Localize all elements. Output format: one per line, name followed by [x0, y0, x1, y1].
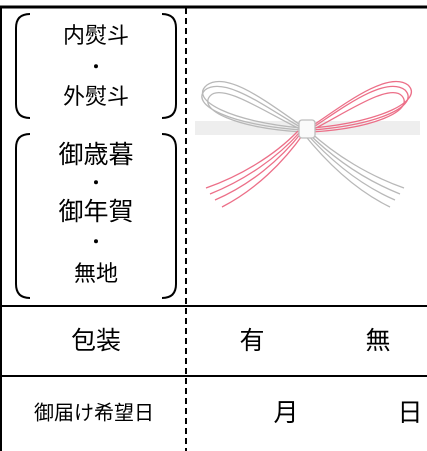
row-label: 御届け希望日 — [34, 401, 154, 425]
noshi-option: 御歳暮 — [58, 140, 133, 169]
separator: ・ — [88, 58, 104, 77]
noshi-option: 無地 — [74, 262, 118, 287]
option: 無 — [365, 326, 390, 355]
separator: ・ — [88, 174, 104, 193]
row-label: 包装 — [71, 326, 121, 355]
mizuhiki-image — [195, 80, 420, 208]
option: 有 — [239, 326, 264, 355]
noshi-option: 内熨斗 — [63, 24, 129, 49]
noshi-option: 御年賀 — [58, 197, 133, 226]
date-field: 月 — [273, 398, 298, 427]
table-lines — [0, 5, 427, 451]
brackets — [15, 13, 177, 299]
date-field: 日 — [397, 398, 422, 427]
separator: ・ — [88, 233, 104, 252]
noshi-option: 外熨斗 — [63, 85, 129, 110]
